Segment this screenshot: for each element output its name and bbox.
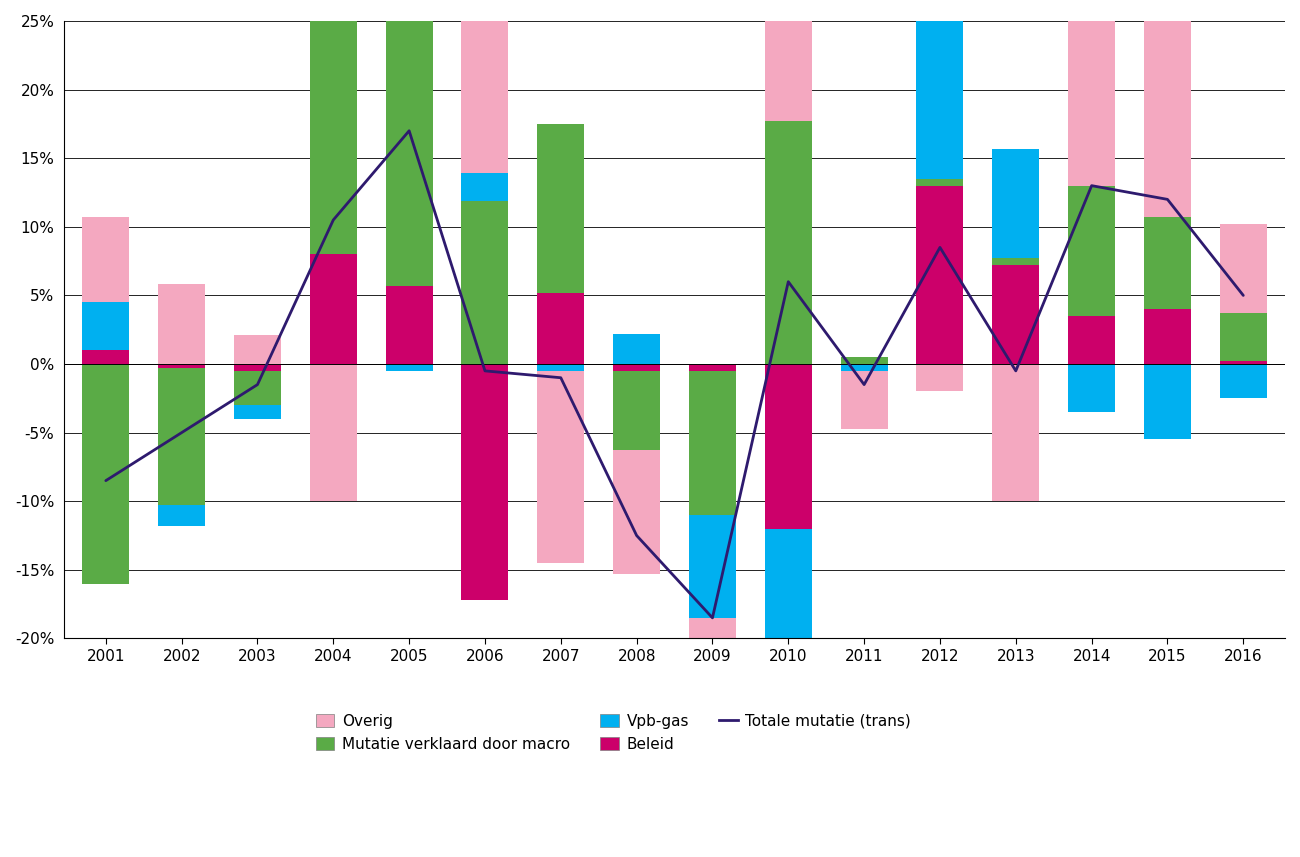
Bar	[386, 0, 433, 286]
Bar	[82, 217, 129, 303]
Bar	[159, 285, 205, 364]
Bar	[689, 371, 736, 515]
Bar	[916, 179, 963, 186]
Bar	[992, 148, 1039, 258]
Bar	[916, 186, 963, 364]
Bar	[82, 303, 129, 351]
Bar	[916, 364, 963, 392]
Bar	[159, 369, 205, 506]
Bar	[764, 364, 811, 529]
Bar	[82, 364, 129, 584]
Bar	[462, 364, 508, 600]
Bar	[537, 371, 584, 563]
Bar	[764, 0, 811, 121]
Bar	[1069, 186, 1115, 316]
Bar	[234, 364, 281, 371]
Bar	[537, 364, 584, 371]
Bar	[1069, 364, 1115, 412]
Bar	[992, 258, 1039, 265]
Bar	[234, 371, 281, 405]
Bar	[614, 334, 660, 364]
Bar	[462, 201, 508, 364]
Bar	[1219, 364, 1266, 399]
Bar	[614, 371, 660, 451]
Bar	[82, 351, 129, 364]
Bar	[1219, 362, 1266, 364]
Bar	[1069, 316, 1115, 364]
Bar	[1144, 0, 1191, 217]
Bar	[386, 286, 433, 364]
Bar	[234, 405, 281, 419]
Bar	[309, 255, 356, 364]
Bar	[841, 371, 888, 428]
Bar	[537, 124, 584, 293]
Bar	[1219, 314, 1266, 362]
Bar	[689, 515, 736, 618]
Bar	[462, 173, 508, 201]
Bar	[309, 0, 356, 255]
Bar	[689, 618, 736, 857]
Bar	[992, 364, 1039, 501]
Bar	[1219, 224, 1266, 314]
Bar	[841, 364, 888, 371]
Bar	[916, 0, 963, 179]
Legend: Overig, Mutatie verklaard door macro, Vpb-gas, Beleid, Totale mutatie (trans): Overig, Mutatie verklaard door macro, Vp…	[316, 714, 911, 752]
Bar	[764, 529, 811, 693]
Bar	[992, 265, 1039, 364]
Bar	[614, 364, 660, 371]
Bar	[1069, 0, 1115, 186]
Bar	[841, 357, 888, 364]
Bar	[159, 506, 205, 526]
Bar	[234, 335, 281, 364]
Bar	[462, 0, 508, 173]
Bar	[1144, 217, 1191, 309]
Bar	[309, 364, 356, 501]
Bar	[689, 364, 736, 371]
Bar	[614, 451, 660, 574]
Bar	[159, 364, 205, 369]
Bar	[1144, 364, 1191, 440]
Bar	[537, 293, 584, 364]
Bar	[386, 364, 433, 371]
Bar	[764, 121, 811, 364]
Bar	[1144, 309, 1191, 364]
